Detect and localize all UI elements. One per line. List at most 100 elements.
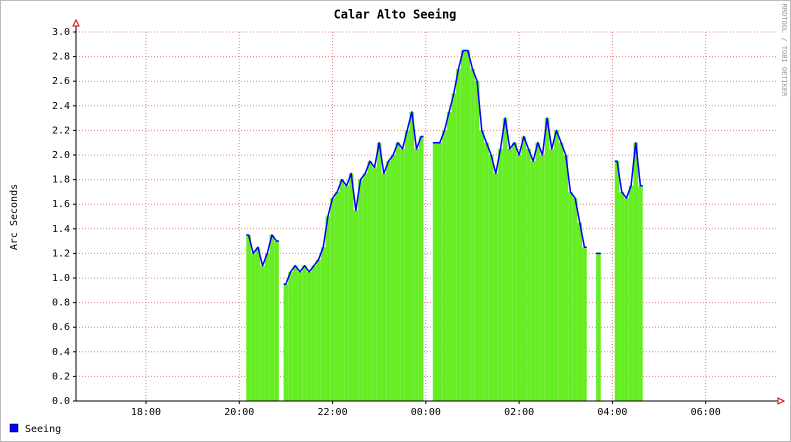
- area-bar: [460, 50, 466, 401]
- area-bar: [470, 68, 475, 402]
- y-axis-arrow: [72, 18, 80, 27]
- area-bar: [302, 265, 307, 401]
- area-bar: [381, 173, 387, 401]
- area-bar: [530, 161, 536, 401]
- x-tick-label: 00:00: [411, 407, 441, 418]
- area-bar: [582, 247, 587, 401]
- x-axis-arrow: [777, 397, 786, 405]
- area-bar: [614, 161, 620, 401]
- y-tick-label: 0.6: [52, 322, 70, 333]
- y-tick-label: 0.2: [52, 371, 70, 382]
- x-tick-label: 04:00: [597, 407, 627, 418]
- area-bar: [348, 173, 354, 401]
- area-bar: [353, 210, 359, 401]
- area-bar: [297, 271, 303, 401]
- y-tick-label: 3.0: [52, 27, 70, 38]
- y-tick-label: 2.0: [52, 150, 70, 161]
- area-bar: [334, 191, 340, 401]
- y-tick-label: 0.4: [52, 347, 70, 358]
- area-bar: [306, 271, 312, 401]
- legend-swatch: [9, 423, 19, 433]
- area-bar: [320, 247, 326, 401]
- area-bar: [554, 130, 559, 401]
- chart-title: Calar Alto Seeing: [334, 8, 457, 22]
- area-bar: [577, 222, 583, 401]
- y-tick-label: 2.2: [52, 125, 70, 136]
- area-bar: [437, 142, 443, 401]
- area-bar: [446, 111, 452, 401]
- y-tick-label: 1.4: [52, 224, 70, 235]
- y-tick-label: 2.4: [52, 101, 70, 112]
- y-tick-label: 0.0: [52, 396, 70, 407]
- area-bar: [390, 155, 396, 401]
- area-bar: [330, 198, 335, 401]
- area-bar: [484, 142, 489, 401]
- area-bar: [549, 148, 555, 401]
- y-tick-label: 2.8: [52, 52, 70, 63]
- area-bar: [498, 148, 503, 401]
- area-bar: [432, 142, 438, 401]
- legend-label: Seeing: [25, 424, 61, 435]
- watermark: RRDTOOL / TOBI OETIKER: [780, 4, 788, 98]
- area-bar: [512, 142, 517, 401]
- area-bar: [624, 198, 629, 401]
- area-bar: [488, 155, 494, 401]
- area-bar: [358, 179, 363, 401]
- area-bar: [311, 265, 317, 401]
- area-bar: [404, 130, 410, 401]
- x-tick-label: 18:00: [131, 407, 161, 418]
- area-bar: [386, 161, 391, 401]
- area-bar: [479, 130, 485, 401]
- area-bar: [465, 50, 471, 401]
- area-bar: [442, 130, 447, 401]
- area-bar: [255, 247, 261, 401]
- area-bar: [288, 271, 293, 401]
- area-bar: [507, 148, 513, 401]
- area-bar: [521, 136, 527, 402]
- area-bar: [264, 253, 270, 401]
- area-bar: [563, 155, 569, 401]
- area-bar: [516, 155, 522, 401]
- series-line: [246, 49, 643, 285]
- area-bar: [474, 81, 480, 401]
- area-bar: [456, 68, 461, 402]
- area-bar: [535, 142, 541, 401]
- area-bar: [274, 241, 279, 401]
- area-bar: [409, 111, 415, 401]
- y-axis-label: Arc Seconds: [9, 184, 20, 250]
- area-bar: [414, 148, 419, 401]
- area-bar: [572, 198, 578, 401]
- y-tick-label: 0.8: [52, 298, 70, 309]
- area-bar: [376, 142, 382, 401]
- area-bar: [526, 148, 531, 401]
- y-tick-label: 1.2: [52, 248, 70, 259]
- area-bar: [633, 142, 639, 401]
- area-bar: [558, 142, 564, 401]
- area-bar: [362, 173, 368, 401]
- area-bar: [596, 253, 601, 401]
- area-bar: [451, 93, 457, 401]
- area-bar: [619, 191, 625, 401]
- area-bar: [540, 155, 545, 401]
- area-bar: [638, 185, 643, 401]
- area-bar: [283, 284, 289, 401]
- x-tick-label: 02:00: [504, 407, 534, 418]
- area-bar: [502, 118, 508, 401]
- area-bar: [400, 148, 405, 401]
- y-tick-label: 1.0: [52, 273, 70, 284]
- area-bar: [568, 191, 573, 401]
- area-bar: [395, 142, 401, 401]
- area-bar: [372, 167, 377, 401]
- area-bar: [269, 234, 275, 401]
- area-bar: [325, 216, 331, 401]
- area-bar: [339, 179, 345, 401]
- y-tick-label: 2.6: [52, 76, 70, 87]
- y-tick-label: 1.6: [52, 199, 70, 210]
- area-bar: [292, 265, 298, 401]
- area-bar: [493, 173, 499, 401]
- area-bar: [418, 136, 424, 402]
- area-bar: [250, 253, 256, 401]
- area-bar: [367, 161, 373, 401]
- area-bar: [544, 118, 550, 401]
